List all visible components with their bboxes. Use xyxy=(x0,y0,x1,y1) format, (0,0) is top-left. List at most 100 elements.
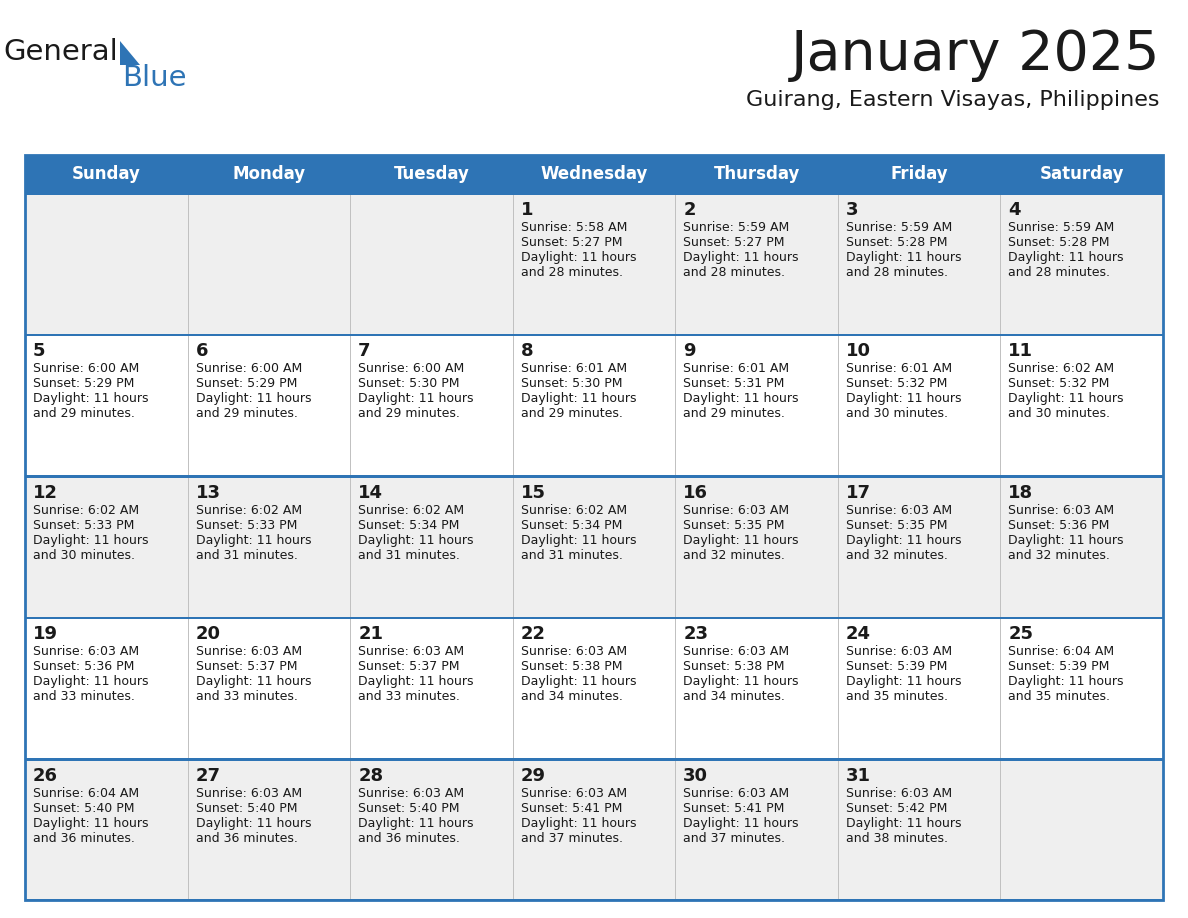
Text: and 29 minutes.: and 29 minutes. xyxy=(33,408,135,420)
Text: Daylight: 11 hours: Daylight: 11 hours xyxy=(520,533,637,547)
Text: 11: 11 xyxy=(1009,342,1034,361)
Text: 31: 31 xyxy=(846,767,871,785)
Text: 24: 24 xyxy=(846,625,871,644)
Text: Sunrise: 6:01 AM: Sunrise: 6:01 AM xyxy=(683,363,789,375)
Text: Tuesday: Tuesday xyxy=(393,165,469,183)
Text: and 32 minutes.: and 32 minutes. xyxy=(683,549,785,562)
Text: Sunset: 5:39 PM: Sunset: 5:39 PM xyxy=(846,660,947,673)
Text: 30: 30 xyxy=(683,767,708,785)
Text: Sunset: 5:41 PM: Sunset: 5:41 PM xyxy=(520,801,623,814)
Text: Wednesday: Wednesday xyxy=(541,165,647,183)
Text: 4: 4 xyxy=(1009,201,1020,219)
Text: Sunset: 5:40 PM: Sunset: 5:40 PM xyxy=(196,801,297,814)
Text: and 30 minutes.: and 30 minutes. xyxy=(33,549,135,562)
Text: 20: 20 xyxy=(196,625,221,644)
Text: Sunset: 5:36 PM: Sunset: 5:36 PM xyxy=(1009,519,1110,532)
Text: 25: 25 xyxy=(1009,625,1034,644)
Text: 22: 22 xyxy=(520,625,545,644)
Text: and 31 minutes.: and 31 minutes. xyxy=(358,549,460,562)
Text: and 28 minutes.: and 28 minutes. xyxy=(683,266,785,279)
Text: Sunrise: 6:03 AM: Sunrise: 6:03 AM xyxy=(1009,504,1114,517)
Text: and 38 minutes.: and 38 minutes. xyxy=(846,832,948,845)
Text: Sunrise: 6:03 AM: Sunrise: 6:03 AM xyxy=(683,645,789,658)
Text: Daylight: 11 hours: Daylight: 11 hours xyxy=(1009,676,1124,688)
Text: 18: 18 xyxy=(1009,484,1034,502)
Bar xyxy=(25,155,1163,900)
Text: Daylight: 11 hours: Daylight: 11 hours xyxy=(33,533,148,547)
Text: Daylight: 11 hours: Daylight: 11 hours xyxy=(1009,392,1124,406)
Text: 27: 27 xyxy=(196,767,221,785)
Text: Sunrise: 6:03 AM: Sunrise: 6:03 AM xyxy=(846,645,952,658)
Text: and 32 minutes.: and 32 minutes. xyxy=(1009,549,1111,562)
Text: and 29 minutes.: and 29 minutes. xyxy=(196,408,297,420)
Text: 15: 15 xyxy=(520,484,545,502)
Text: 3: 3 xyxy=(846,201,859,219)
Text: Daylight: 11 hours: Daylight: 11 hours xyxy=(683,676,798,688)
Polygon shape xyxy=(120,41,140,65)
Text: Daylight: 11 hours: Daylight: 11 hours xyxy=(683,817,798,830)
Text: Daylight: 11 hours: Daylight: 11 hours xyxy=(683,533,798,547)
Bar xyxy=(25,476,1163,617)
Text: Sunrise: 6:02 AM: Sunrise: 6:02 AM xyxy=(520,504,627,517)
Text: Sunset: 5:29 PM: Sunset: 5:29 PM xyxy=(196,377,297,390)
Bar xyxy=(25,334,1163,336)
Text: Daylight: 11 hours: Daylight: 11 hours xyxy=(196,392,311,406)
Text: Sunset: 5:28 PM: Sunset: 5:28 PM xyxy=(846,236,947,249)
Text: Daylight: 11 hours: Daylight: 11 hours xyxy=(846,676,961,688)
Text: 26: 26 xyxy=(33,767,58,785)
Text: Saturday: Saturday xyxy=(1040,165,1124,183)
Text: and 33 minutes.: and 33 minutes. xyxy=(358,690,460,703)
Text: and 35 minutes.: and 35 minutes. xyxy=(846,690,948,703)
Text: 23: 23 xyxy=(683,625,708,644)
Text: 1: 1 xyxy=(520,201,533,219)
Text: 12: 12 xyxy=(33,484,58,502)
Text: and 34 minutes.: and 34 minutes. xyxy=(520,690,623,703)
Text: Daylight: 11 hours: Daylight: 11 hours xyxy=(1009,533,1124,547)
Text: Friday: Friday xyxy=(890,165,948,183)
Text: 21: 21 xyxy=(358,625,384,644)
Text: Sunrise: 6:02 AM: Sunrise: 6:02 AM xyxy=(358,504,465,517)
Text: Sunset: 5:28 PM: Sunset: 5:28 PM xyxy=(1009,236,1110,249)
Text: and 30 minutes.: and 30 minutes. xyxy=(1009,408,1111,420)
Text: 28: 28 xyxy=(358,767,384,785)
Text: Daylight: 11 hours: Daylight: 11 hours xyxy=(520,392,637,406)
Text: Daylight: 11 hours: Daylight: 11 hours xyxy=(358,817,474,830)
Text: and 36 minutes.: and 36 minutes. xyxy=(196,832,297,845)
Text: Sunrise: 6:03 AM: Sunrise: 6:03 AM xyxy=(520,645,627,658)
Text: Sunrise: 5:59 AM: Sunrise: 5:59 AM xyxy=(1009,221,1114,234)
Text: 13: 13 xyxy=(196,484,221,502)
Text: Sunset: 5:32 PM: Sunset: 5:32 PM xyxy=(846,377,947,390)
Bar xyxy=(25,758,1163,761)
Text: and 28 minutes.: and 28 minutes. xyxy=(846,266,948,279)
Text: and 36 minutes.: and 36 minutes. xyxy=(33,832,135,845)
Text: Sunset: 5:30 PM: Sunset: 5:30 PM xyxy=(358,377,460,390)
Text: Sunrise: 6:00 AM: Sunrise: 6:00 AM xyxy=(358,363,465,375)
Text: and 28 minutes.: and 28 minutes. xyxy=(520,266,623,279)
Text: Sunset: 5:35 PM: Sunset: 5:35 PM xyxy=(683,519,785,532)
Text: Sunset: 5:33 PM: Sunset: 5:33 PM xyxy=(196,519,297,532)
Text: Daylight: 11 hours: Daylight: 11 hours xyxy=(33,676,148,688)
Text: 14: 14 xyxy=(358,484,384,502)
Text: Sunrise: 6:02 AM: Sunrise: 6:02 AM xyxy=(1009,363,1114,375)
Text: Guirang, Eastern Visayas, Philippines: Guirang, Eastern Visayas, Philippines xyxy=(746,90,1159,110)
Text: and 32 minutes.: and 32 minutes. xyxy=(846,549,948,562)
Bar xyxy=(25,155,1163,193)
Text: Sunrise: 6:03 AM: Sunrise: 6:03 AM xyxy=(33,645,139,658)
Text: 2: 2 xyxy=(683,201,696,219)
Text: Sunrise: 6:04 AM: Sunrise: 6:04 AM xyxy=(33,787,139,800)
Text: Daylight: 11 hours: Daylight: 11 hours xyxy=(846,392,961,406)
Text: Daylight: 11 hours: Daylight: 11 hours xyxy=(846,251,961,264)
Text: Sunrise: 6:04 AM: Sunrise: 6:04 AM xyxy=(1009,645,1114,658)
Text: 9: 9 xyxy=(683,342,696,361)
Text: and 37 minutes.: and 37 minutes. xyxy=(683,832,785,845)
Text: Sunrise: 6:01 AM: Sunrise: 6:01 AM xyxy=(520,363,627,375)
Bar xyxy=(25,193,1163,334)
Bar xyxy=(25,617,1163,758)
Text: Sunset: 5:40 PM: Sunset: 5:40 PM xyxy=(358,801,460,814)
Text: Sunrise: 6:03 AM: Sunrise: 6:03 AM xyxy=(683,504,789,517)
Text: 19: 19 xyxy=(33,625,58,644)
Text: 8: 8 xyxy=(520,342,533,361)
Text: Blue: Blue xyxy=(122,64,187,92)
Text: Sunset: 5:27 PM: Sunset: 5:27 PM xyxy=(520,236,623,249)
Text: 10: 10 xyxy=(846,342,871,361)
